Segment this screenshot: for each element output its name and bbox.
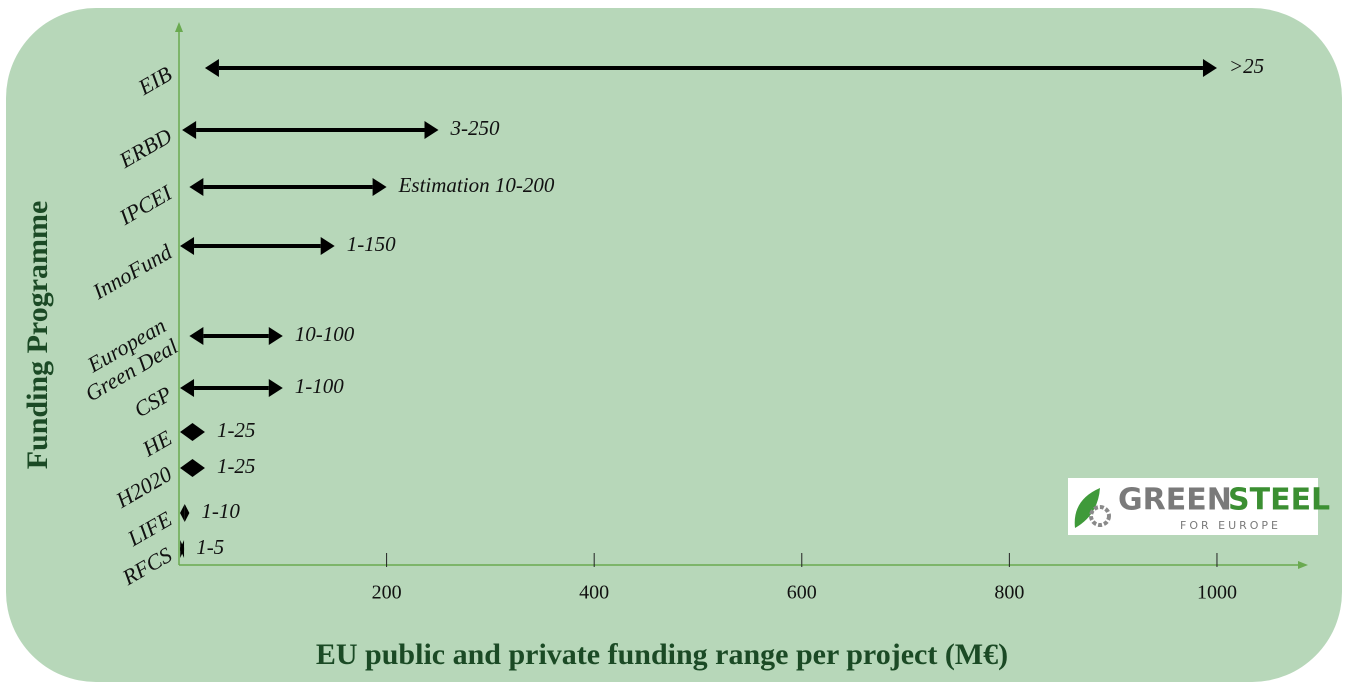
logo: GREEN STEEL FOR EUROPE — [1068, 478, 1330, 535]
value-label: Estimation 10-200 — [398, 173, 555, 197]
arrow-head — [424, 121, 439, 139]
arrow-head — [180, 379, 195, 397]
y-axis-arrow — [175, 22, 183, 32]
value-label: 10-100 — [295, 322, 355, 346]
value-label: 1-25 — [217, 454, 256, 478]
range-arrow — [180, 504, 190, 522]
range-arrow — [180, 379, 283, 397]
arrow-head — [189, 327, 204, 345]
range-arrow — [189, 178, 387, 196]
value-label: 1-150 — [347, 232, 396, 256]
x-axis-arrow — [1298, 561, 1308, 569]
value-label: 1-5 — [196, 535, 224, 559]
x-tick-label: 200 — [372, 582, 402, 604]
x-tick-label: 800 — [994, 582, 1024, 604]
value-label: 1-10 — [201, 499, 240, 523]
y-axis-label: Funding Programme — [21, 201, 54, 470]
x-tick-label: 1000 — [1197, 582, 1237, 604]
logo-gear — [1089, 505, 1111, 527]
arrow-head — [180, 459, 193, 477]
x-tick-label: 400 — [579, 582, 609, 604]
x-tick-label: 600 — [787, 582, 817, 604]
arrow-head — [320, 237, 335, 255]
arrow-head — [189, 178, 204, 196]
logo-text: GREEN — [1118, 483, 1232, 518]
range-arrow — [180, 459, 205, 477]
logo-text: STEEL — [1228, 483, 1330, 518]
arrow-head — [372, 178, 387, 196]
arrow-head — [180, 504, 185, 522]
value-label: 1-100 — [295, 374, 344, 398]
arrow-head — [180, 237, 195, 255]
arrow-head — [192, 423, 205, 441]
arrow-head — [184, 504, 190, 522]
x-axis-label: EU public and private funding range per … — [316, 638, 1008, 671]
range-arrow — [182, 121, 439, 139]
value-label: 1-25 — [217, 418, 256, 442]
logo-tagline: FOR EUROPE — [1180, 519, 1281, 532]
arrow-head — [182, 121, 197, 139]
logo-box — [1068, 478, 1318, 535]
arrow-head — [192, 459, 205, 477]
arrow-head — [268, 327, 283, 345]
arrow-head — [180, 540, 185, 558]
range-arrow — [189, 327, 283, 345]
background — [6, 8, 1342, 682]
range-arrow — [204, 59, 1217, 77]
logo-leaf — [1074, 488, 1100, 528]
value-label: 3-250 — [449, 116, 499, 140]
arrow-head — [268, 379, 283, 397]
arrow-head — [1202, 59, 1217, 77]
range-arrow — [180, 423, 205, 441]
range-arrow — [180, 540, 185, 558]
value-label: >25 — [1229, 54, 1264, 78]
arrow-head — [204, 59, 219, 77]
range-arrow — [180, 237, 335, 255]
arrow-head — [180, 423, 193, 441]
